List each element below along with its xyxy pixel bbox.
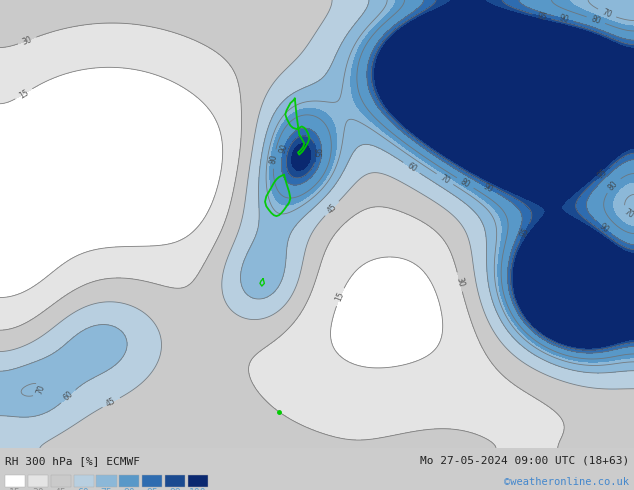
Text: 95: 95: [519, 226, 531, 239]
Text: 95: 95: [595, 168, 609, 181]
Text: 95: 95: [312, 148, 321, 158]
Bar: [5, 475, 25, 487]
Text: 45: 45: [105, 396, 118, 409]
Text: ©weatheronline.co.uk: ©weatheronline.co.uk: [504, 477, 629, 487]
Text: Mo 27-05-2024 09:00 UTC (18+63): Mo 27-05-2024 09:00 UTC (18+63): [420, 456, 629, 466]
Text: 95: 95: [536, 11, 548, 23]
Text: 80: 80: [607, 179, 620, 192]
Bar: [28, 475, 48, 487]
Text: 60: 60: [78, 489, 89, 490]
Text: 90: 90: [481, 181, 495, 194]
Text: 30: 30: [32, 489, 44, 490]
Text: 90: 90: [558, 13, 570, 24]
Bar: [74, 475, 94, 487]
Text: RH 300 hPa [%] ECMWF: RH 300 hPa [%] ECMWF: [5, 456, 140, 466]
Text: 100: 100: [189, 489, 207, 490]
Text: 80: 80: [590, 14, 602, 26]
Text: 70: 70: [623, 207, 634, 220]
Text: 99: 99: [169, 489, 181, 490]
Bar: [96, 475, 117, 487]
Text: 30: 30: [21, 35, 34, 47]
Text: 30: 30: [454, 276, 465, 288]
Text: 90: 90: [124, 489, 135, 490]
Text: 80: 80: [269, 153, 279, 164]
Text: 80: 80: [459, 176, 472, 189]
Text: 15: 15: [10, 489, 21, 490]
Text: 95: 95: [146, 489, 158, 490]
Bar: [165, 475, 185, 487]
Text: 70: 70: [601, 7, 613, 20]
Bar: [119, 475, 139, 487]
Text: 15: 15: [17, 88, 30, 100]
Text: 70: 70: [35, 384, 47, 396]
Text: 75: 75: [101, 489, 112, 490]
Text: 45: 45: [55, 489, 67, 490]
Text: 90: 90: [597, 221, 611, 234]
Text: 70: 70: [438, 172, 451, 186]
Text: 15: 15: [334, 291, 346, 303]
Text: 90: 90: [278, 143, 290, 154]
Bar: [142, 475, 162, 487]
Bar: [51, 475, 71, 487]
Text: 60: 60: [61, 390, 75, 403]
Text: 60: 60: [405, 161, 418, 174]
Text: 45: 45: [325, 202, 339, 215]
Bar: [188, 475, 208, 487]
